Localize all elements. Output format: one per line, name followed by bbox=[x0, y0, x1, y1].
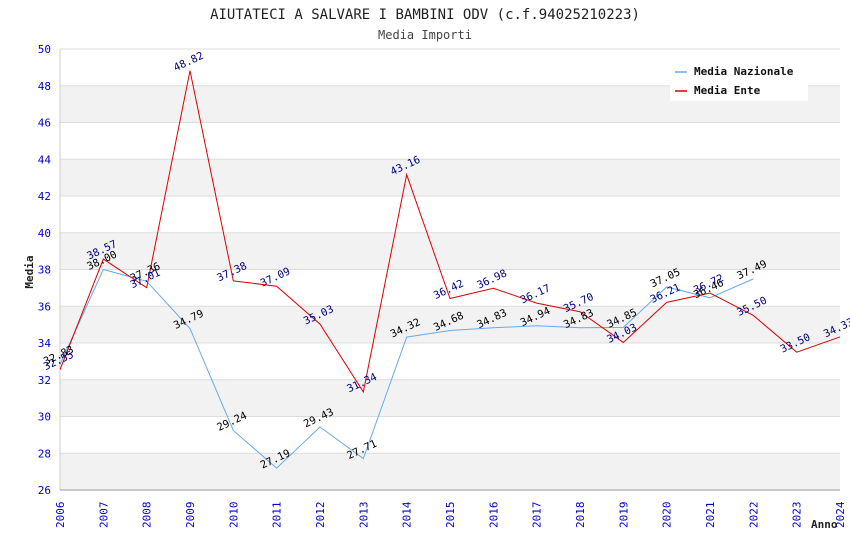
y-tick-label: 46 bbox=[38, 117, 51, 130]
x-tick-label: 2006 bbox=[54, 502, 67, 529]
x-tick-label: 2010 bbox=[227, 502, 240, 529]
x-tick-label: 2009 bbox=[184, 502, 197, 529]
x-tick-label: 2023 bbox=[791, 502, 804, 529]
y-tick-label: 42 bbox=[38, 190, 51, 203]
y-tick-label: 38 bbox=[38, 264, 51, 277]
plot-band bbox=[60, 306, 840, 343]
y-axis-ticks: 26 28 30 32 34 36 38 40 42 44 46 48 50 bbox=[38, 43, 52, 497]
plot-band bbox=[60, 453, 840, 490]
x-tick-label: 2014 bbox=[401, 501, 414, 528]
y-tick-label: 28 bbox=[38, 447, 51, 460]
plot-band bbox=[60, 232, 840, 270]
plot-band bbox=[60, 159, 840, 196]
x-tick-label: 2013 bbox=[357, 502, 370, 529]
chart-subtitle: Media Importi bbox=[378, 28, 472, 42]
series-lines bbox=[59, 70, 841, 469]
y-tick-label: 50 bbox=[38, 43, 51, 56]
x-tick-label: 2022 bbox=[747, 502, 760, 529]
x-axis-ticks: 2006 2007 2008 2009 2010 2011 2012 2013 2014 2015… bbox=[54, 501, 847, 528]
series-line-media-nazionale bbox=[59, 268, 754, 469]
x-tick-label: 2011 bbox=[271, 502, 284, 529]
x-tick-label: 2012 bbox=[314, 502, 327, 529]
y-tick-label: 48 bbox=[38, 80, 51, 93]
legend: Media Nazionale Media Ente bbox=[670, 59, 808, 101]
y-tick-label: 40 bbox=[38, 227, 51, 240]
x-tick-label: 2016 bbox=[487, 501, 500, 528]
legend-label-media-ente: Media Ente bbox=[694, 84, 761, 97]
x-tick-label: 2021 bbox=[704, 502, 717, 529]
y-tick-label: 32 bbox=[38, 374, 51, 387]
x-tick-label: 2019 bbox=[617, 502, 630, 529]
y-tick-label: 34 bbox=[38, 337, 52, 350]
y-axis-title: Media bbox=[23, 255, 36, 288]
y-tick-label: 44 bbox=[38, 153, 52, 166]
plot-band bbox=[60, 379, 840, 417]
x-tick-label: 2020 bbox=[661, 502, 674, 529]
x-axis-title: Anno bbox=[811, 518, 838, 531]
x-tick-label: 2007 bbox=[97, 502, 110, 529]
series-line-media-ente bbox=[59, 70, 841, 394]
x-tick-label: 2024 bbox=[834, 501, 847, 528]
legend-label-media-nazionale: Media Nazionale bbox=[694, 65, 794, 78]
y-tick-label: 36 bbox=[38, 300, 51, 313]
chart-title: AIUTATECI A SALVARE I BAMBINI ODV (c.f.9… bbox=[210, 7, 640, 23]
y-tick-label: 30 bbox=[38, 411, 51, 424]
x-tick-label: 2015 bbox=[444, 502, 457, 529]
legend-box bbox=[670, 59, 808, 101]
y-tick-label: 26 bbox=[38, 484, 51, 497]
plot-bands bbox=[60, 85, 840, 490]
x-tick-label: 2018 bbox=[574, 502, 587, 529]
x-tick-label: 2008 bbox=[141, 502, 154, 529]
grid-lines bbox=[59, 48, 840, 491]
x-tick-label: 2017 bbox=[531, 502, 544, 529]
